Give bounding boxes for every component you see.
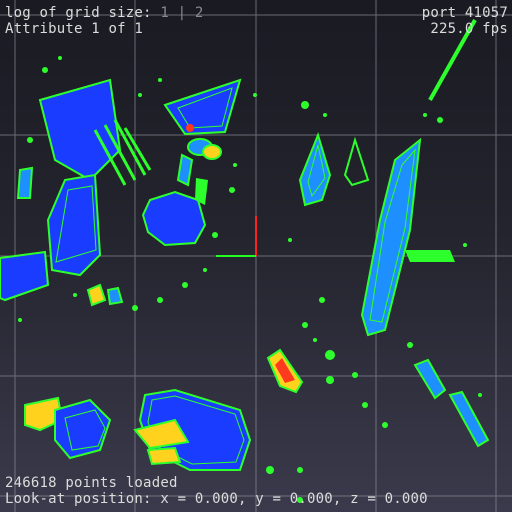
cluster-center-octagon [141,138,222,247]
cluster-triangle-top [163,78,242,136]
cluster-center-lower [266,348,335,394]
points-loaded-status: 246618 points loaded [5,475,178,491]
lookat-position-readout: Look-at position: x = 0.000, y = 0.000, … [5,491,428,507]
cluster-bottom-right [413,358,490,448]
origin-axes [216,216,257,257]
cluster-right-diagonal [360,19,477,337]
cluster-far-left [0,166,50,302]
hud-bottom-left: 246618 points loaded Look-at position: x … [5,475,428,507]
scattered-points [18,56,482,503]
cluster-bottom-center [133,388,252,471]
cluster-bottom-left [24,283,124,460]
hud-top-left: log of grid size: 1 | 2 Attribute 1 of 1 [5,5,204,37]
cluster-mid-right [298,131,370,207]
grid-size-label: log of grid size: [5,5,161,21]
port-label: port 41057 [421,5,508,21]
grid-size-value-a: 1 [160,5,169,21]
grid-size-separator: | [168,5,195,21]
hud-top-right: port 41057 225.0 fps [422,5,508,37]
grid-size-line: log of grid size: 1 | 2 [5,5,204,21]
point-cloud [0,19,490,503]
cluster-left-block [38,78,152,186]
cluster-left-box [46,173,102,277]
fps-counter: 225.0 fps [430,21,508,37]
attribute-indicator: Attribute 1 of 1 [5,21,144,37]
grid-size-value-b: 2 [194,5,204,21]
